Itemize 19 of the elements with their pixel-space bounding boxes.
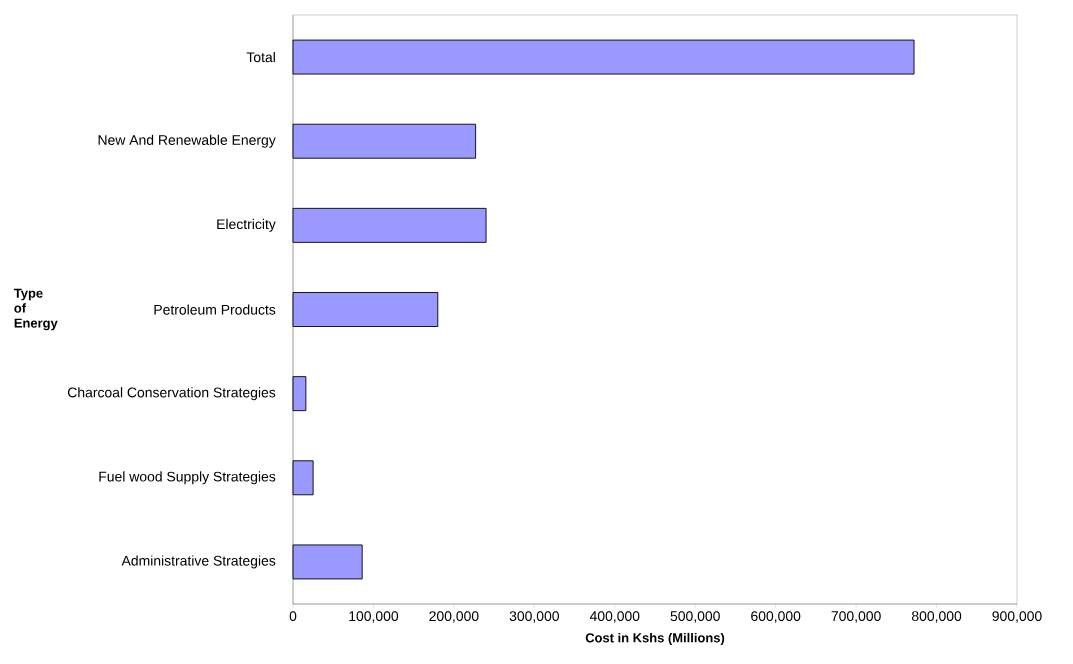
x-tick-label: 300,000 — [509, 611, 559, 623]
x-tick-label: 0 — [289, 611, 297, 622]
y-tick-label: Fuel wood Supply Strategies — [99, 471, 276, 485]
x-tick-label: 800,000 — [911, 611, 962, 623]
x-tick-label: 100,000 — [349, 611, 399, 623]
x-tick-label: 600,000 — [751, 611, 801, 623]
x-axis-title: Cost in Kshs (Millions) — [585, 632, 725, 645]
x-tick-label: 900,000 — [992, 611, 1042, 623]
y-tick-label: Petroleum Products — [154, 304, 276, 315]
y-tick-label: Electricity — [217, 218, 276, 232]
y-tick-label: New And Renewable Energy — [98, 134, 276, 148]
x-tick-label: 400,000 — [589, 611, 640, 623]
x-tick-label: 200,000 — [429, 611, 479, 623]
x-tick-label: 500,000 — [670, 611, 720, 623]
x-tick-label: 700,000 — [831, 611, 881, 623]
y-tick-label: Total — [246, 51, 275, 63]
y-tick-label: Charcoal Conservation Strategies — [67, 387, 276, 401]
y-axis-title: Type of Energy — [13, 288, 58, 331]
y-tick-label: Administrative Strategies — [121, 555, 276, 569]
